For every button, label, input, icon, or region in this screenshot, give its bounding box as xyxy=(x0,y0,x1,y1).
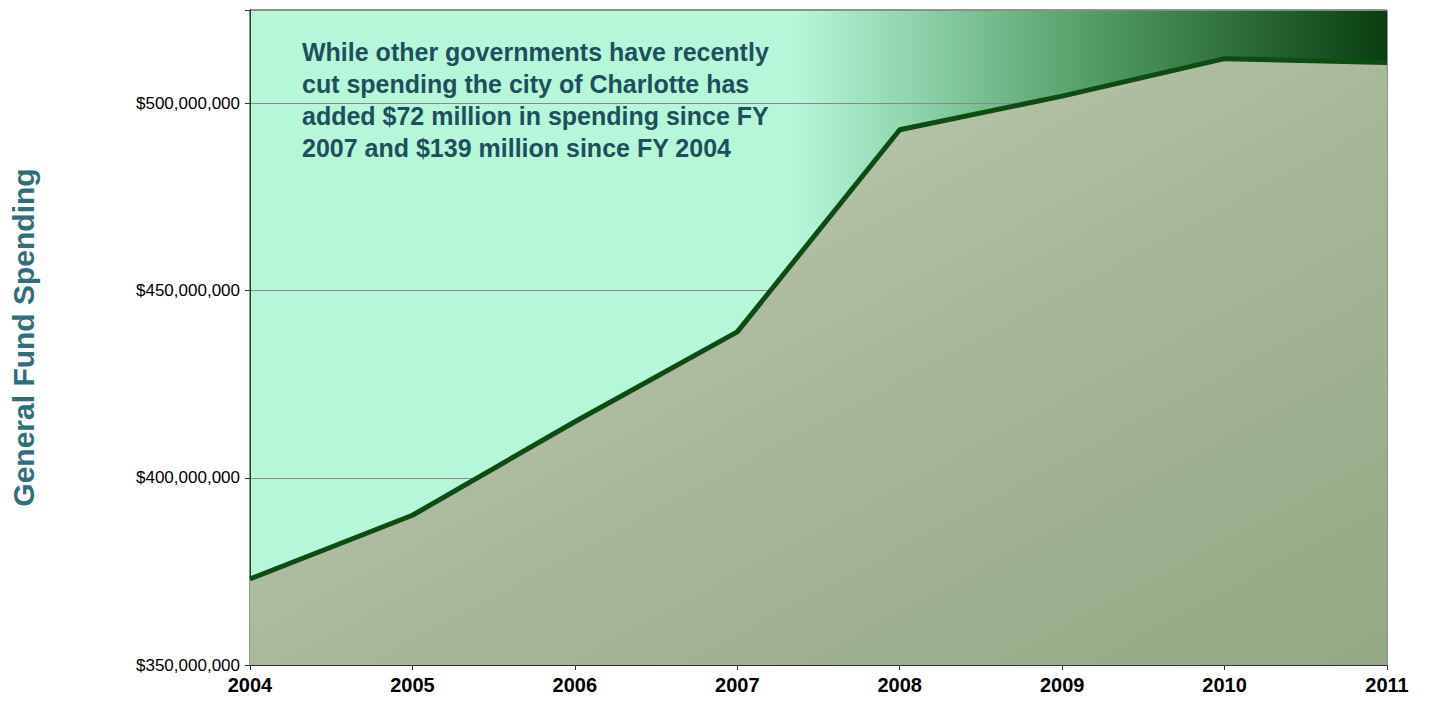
svg-text:2009: 2009 xyxy=(1040,674,1085,696)
svg-text:$400,000,000: $400,000,000 xyxy=(136,468,240,487)
svg-text:2007 and $139 million since FY: 2007 and $139 million since FY 2004 xyxy=(302,134,731,162)
svg-text:$350,000,000: $350,000,000 xyxy=(136,656,240,675)
svg-text:2005: 2005 xyxy=(390,674,435,696)
svg-text:While other governments have r: While other governments have recently xyxy=(302,38,776,66)
svg-text:2011: 2011 xyxy=(1365,674,1408,696)
svg-text:2010: 2010 xyxy=(1202,674,1247,696)
svg-text:2006: 2006 xyxy=(553,674,598,696)
svg-text:$500,000,000: $500,000,000 xyxy=(136,94,240,113)
svg-text:2004: 2004 xyxy=(228,674,273,696)
svg-text:2007: 2007 xyxy=(715,674,760,696)
svg-text:General Fund Spending: General Fund Spending xyxy=(7,168,40,506)
svg-text:2008: 2008 xyxy=(877,674,922,696)
svg-text:added $72 million in spending: added $72 million in spending since FY xyxy=(302,102,775,130)
svg-text:$450,000,000: $450,000,000 xyxy=(136,281,240,300)
svg-text:cut spending the city of Charl: cut spending the city of Charlotte has xyxy=(302,70,756,98)
